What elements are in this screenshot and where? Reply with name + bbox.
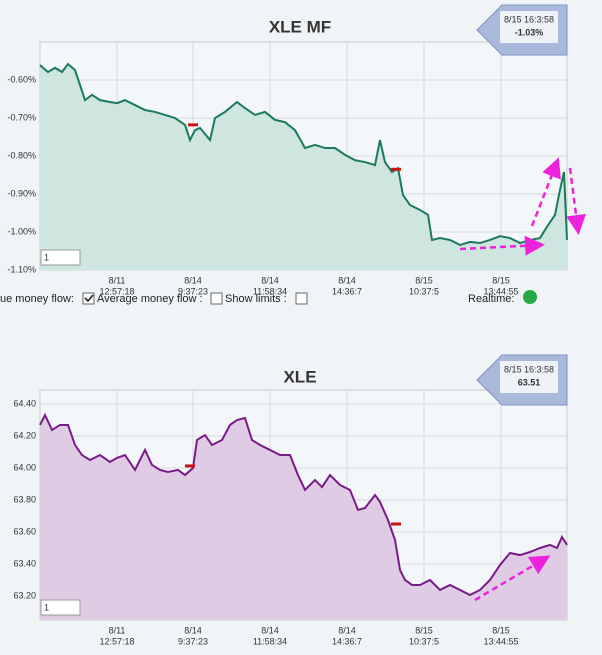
chart-title: XLE bbox=[283, 367, 316, 386]
x-tick-label: 8/15 bbox=[492, 275, 510, 285]
checkboxes bbox=[82, 292, 308, 305]
y-tick-label: 63.20 bbox=[13, 590, 36, 600]
info-panel bbox=[500, 361, 558, 393]
marker bbox=[391, 522, 401, 526]
y-tick-label: 63.40 bbox=[13, 558, 36, 568]
x-tick-label: 12:57:18 bbox=[99, 636, 134, 646]
x-tick-label: 11:58:34 bbox=[253, 636, 287, 646]
realtime-label: Realtime: bbox=[468, 293, 514, 305]
info-panel bbox=[500, 11, 558, 43]
x-tick-label: 13:44:55 bbox=[483, 636, 518, 646]
marker bbox=[185, 464, 195, 468]
x-tick-label: 10:37:5 bbox=[409, 636, 439, 646]
x-tick-label: 8/14 bbox=[338, 625, 356, 635]
arrow bbox=[530, 157, 561, 227]
x-tick-label: 14:36:7 bbox=[332, 286, 362, 296]
x-tick-label: 8/15 bbox=[415, 275, 433, 285]
chart: XLE 64.40 64.20 64.00 63.80 63.60 63.40 63.20 8/… bbox=[13, 354, 568, 646]
x-tick-label: 8/14 bbox=[338, 275, 356, 285]
y-tick-label: 63.60 bbox=[13, 526, 36, 536]
info-date: 8/15 16:3:58 bbox=[504, 14, 554, 24]
y-tick-label: 64.20 bbox=[13, 430, 36, 440]
checkmark bbox=[84, 294, 94, 303]
x-tick-label: 9:37:23 bbox=[178, 286, 208, 296]
x-tick-label: 11:58:34 bbox=[253, 286, 287, 296]
control-label: Show limits : bbox=[225, 293, 287, 305]
y-tick-label: 64.00 bbox=[13, 462, 36, 472]
y-tick-label: -1.00% bbox=[7, 226, 36, 236]
y-tick-label: 64.40 bbox=[13, 398, 36, 408]
realtime-indicator[interactable] bbox=[523, 290, 537, 304]
checkbox[interactable] bbox=[82, 292, 95, 305]
range-input[interactable] bbox=[40, 599, 81, 616]
line bbox=[39, 412, 568, 597]
range-input[interactable] bbox=[40, 249, 81, 266]
control-label: ue money flow: bbox=[0, 293, 74, 305]
y-tick-label: -0.80% bbox=[7, 150, 36, 160]
marker bbox=[391, 167, 401, 171]
x-tick-label: 12:57:18 bbox=[99, 286, 134, 296]
x-tick-label: 8/14 bbox=[184, 275, 202, 285]
x-tick-label: 8/15 bbox=[492, 625, 510, 635]
y-tick-label: -0.60% bbox=[7, 74, 36, 84]
charts: XLE MF -0.60% -0.70% -0.80% -0.90% -1.00% -1.1… bbox=[7, 4, 568, 646]
y-tick-label: 63.80 bbox=[13, 494, 36, 504]
chart-title: XLE MF bbox=[269, 17, 331, 36]
controls: ue money flow: Average money flow : Show… bbox=[0, 290, 537, 305]
x-tick-label: 8/15 bbox=[415, 625, 433, 635]
x-tick-label: 10:37:5 bbox=[409, 286, 439, 296]
y-tick-label: -0.70% bbox=[7, 112, 36, 122]
marker bbox=[188, 123, 198, 127]
checkbox[interactable] bbox=[210, 292, 223, 305]
x-tick-label: 13:44:55 bbox=[483, 286, 518, 296]
info-value: -1.03% bbox=[515, 27, 544, 37]
x-tick-label: 8/11 bbox=[109, 625, 126, 635]
area bbox=[40, 64, 567, 270]
x-tick-label: 8/14 bbox=[184, 625, 202, 635]
x-tick-label: 8/14 bbox=[261, 275, 279, 285]
arrow bbox=[459, 235, 545, 256]
chart: XLE MF -0.60% -0.70% -0.80% -0.90% -1.00% -1.1… bbox=[7, 4, 568, 296]
x-tick-label: 8/14 bbox=[261, 625, 279, 635]
range-input-value: 1 bbox=[44, 602, 49, 612]
line bbox=[39, 62, 568, 246]
control-label: Average money flow : bbox=[97, 293, 203, 305]
info-value: 63.51 bbox=[518, 377, 541, 387]
annotation-arrows bbox=[459, 157, 586, 602]
y-tick-label: -0.90% bbox=[7, 188, 36, 198]
arrow bbox=[474, 555, 551, 602]
range-input-value: 1 bbox=[44, 252, 49, 262]
x-tick-label: 9:37:23 bbox=[178, 636, 208, 646]
info-date: 8/15 16:3:58 bbox=[504, 364, 554, 374]
x-tick-label: 14:36:7 bbox=[332, 636, 362, 646]
y-tick-label: -1.10% bbox=[7, 264, 36, 274]
x-tick-label: 8/11 bbox=[109, 275, 126, 285]
checkbox[interactable] bbox=[295, 292, 308, 305]
arrow bbox=[566, 167, 586, 235]
area bbox=[40, 415, 567, 620]
